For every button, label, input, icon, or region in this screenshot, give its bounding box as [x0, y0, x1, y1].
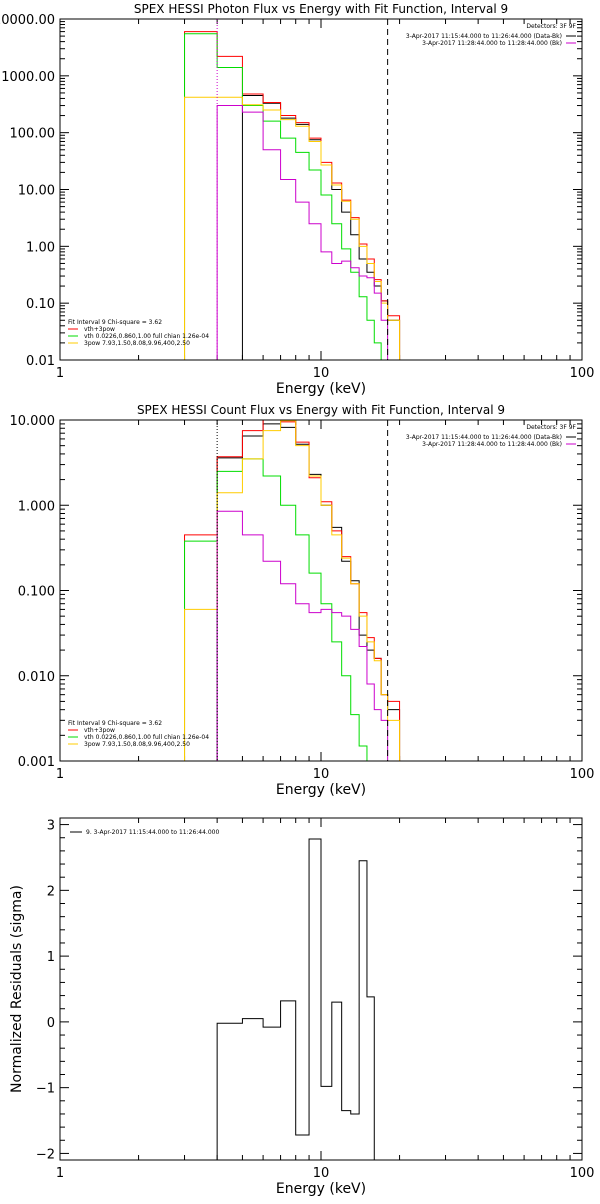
chart-panel-2: SPEX HESSI Count Flux vs Energy with Fit…: [10, 403, 595, 798]
plot-frame: [59, 419, 583, 762]
plot-frame: [59, 18, 583, 361]
plot-area: [184, 420, 401, 761]
y-tick-label: 0.010: [18, 670, 55, 685]
x-tick-label: 10: [313, 1166, 330, 1181]
y-tick-label: 10.00: [18, 184, 55, 199]
chart-title: SPEX HESSI Count Flux vs Energy with Fit…: [137, 403, 505, 417]
legend-bottom-left: Fit Interval 9 Chi-square = 3.62vth+3pow…: [68, 319, 209, 347]
x-tick-label: 100: [570, 767, 595, 782]
legend-top-left: 9. 3-Apr-2017 11:15:44.000 to 11:26:44.0…: [70, 829, 219, 836]
series-line-3: [184, 96, 401, 360]
y-tick-label: 0.001: [18, 755, 55, 770]
legend-header: Fit Interval 9 Chi-square = 3.62: [68, 319, 162, 326]
y-tick-label: −2: [36, 1147, 55, 1162]
legend-entry-text: vth 0.0226,0.860,1.00 full chian 1.26e-0…: [84, 734, 209, 741]
y-tick-label: 10.000: [10, 414, 56, 429]
x-axis-label: Energy (keV): [276, 381, 366, 397]
legend-entry-text: 9. 3-Apr-2017 11:15:44.000 to 11:26:44.0…: [86, 829, 219, 836]
y-tick-label: 0.10: [26, 297, 55, 312]
y-tick-label: 2: [47, 884, 55, 899]
legend-entry-text: 3pow 7.93,1.50,8.08,9.96,400,2.50: [84, 340, 190, 347]
y-tick-label: 0.01: [26, 354, 55, 369]
y-tick-label: 10000.00: [0, 13, 55, 28]
legend-entry-text: 3-Apr-2017 11:15:44.000 to 11:26:44.000 …: [406, 33, 562, 40]
x-tick-label: 10: [313, 366, 330, 381]
series-line-2: [184, 33, 382, 360]
y-tick-label: 0.100: [18, 585, 55, 600]
x-tick-label: 1: [56, 767, 64, 782]
x-tick-label: 10: [313, 767, 330, 782]
legend-entry-text: 3-Apr-2017 11:28:44.000 to 11:28:44.000 …: [422, 40, 562, 47]
y-tick-label: −1: [36, 1082, 55, 1097]
plot-area: [216, 838, 375, 1160]
legend-header: Detectors: 3F 9F: [526, 23, 576, 30]
legend-header: Fit Interval 9 Chi-square = 3.62: [68, 720, 162, 727]
series-line-3: [184, 420, 401, 761]
x-tick-label: 1: [56, 366, 64, 381]
y-tick-label: 0: [47, 1016, 55, 1031]
legend-entry-text: 3-Apr-2017 11:28:44.000 to 11:28:44.000 …: [422, 441, 562, 448]
series-line-4: [216, 105, 389, 360]
x-tick-label: 100: [570, 1166, 595, 1181]
legend-top-right: Detectors: 3F 9F 3-Apr-2017 11:15:44.000 …: [406, 23, 577, 47]
legend-entry-text: vth+3pow: [84, 326, 115, 333]
plot-area: [184, 31, 401, 360]
x-axis-label: Energy (keV): [276, 782, 366, 798]
y-tick-label: 1.00: [26, 240, 55, 255]
chart-title: SPEX HESSI Photon Flux vs Energy with Fi…: [134, 2, 508, 16]
plot-frame: [59, 817, 583, 1161]
series-line-0: [216, 838, 375, 1160]
legend-entry-text: 3pow 7.93,1.50,8.08,9.96,400,2.50: [84, 741, 190, 748]
x-axis-label: Energy (keV): [276, 1181, 366, 1197]
legend-top-right: Detectors: 3F 9F 3-Apr-2017 11:15:44.000 …: [406, 424, 577, 448]
legend-bottom-left: Fit Interval 9 Chi-square = 3.62vth+3pow…: [68, 720, 209, 748]
y-axis-label: Normalized Residuals (sigma): [9, 885, 25, 1093]
legend-entry-text: 3-Apr-2017 11:15:44.000 to 11:26:44.000 …: [406, 434, 562, 441]
legend-entry-text: vth 0.0226,0.860,1.00 full chian 1.26e-0…: [84, 333, 209, 340]
y-tick-label: 1.000: [18, 499, 55, 514]
series-line-4: [216, 510, 389, 761]
x-tick-label: 1: [56, 1166, 64, 1181]
chart-panel-1: SPEX HESSI Photon Flux vs Energy with Fi…: [0, 2, 594, 397]
y-tick-label: 1000.00: [1, 70, 55, 85]
x-tick-label: 100: [570, 366, 595, 381]
y-tick-label: 3: [47, 819, 55, 834]
series-line-0: [216, 423, 401, 761]
y-tick-label: 1: [47, 950, 55, 965]
y-tick-label: 100.00: [10, 127, 56, 142]
legend-header: Detectors: 3F 9F: [526, 424, 576, 431]
legend-entry-text: vth+3pow: [84, 727, 115, 734]
